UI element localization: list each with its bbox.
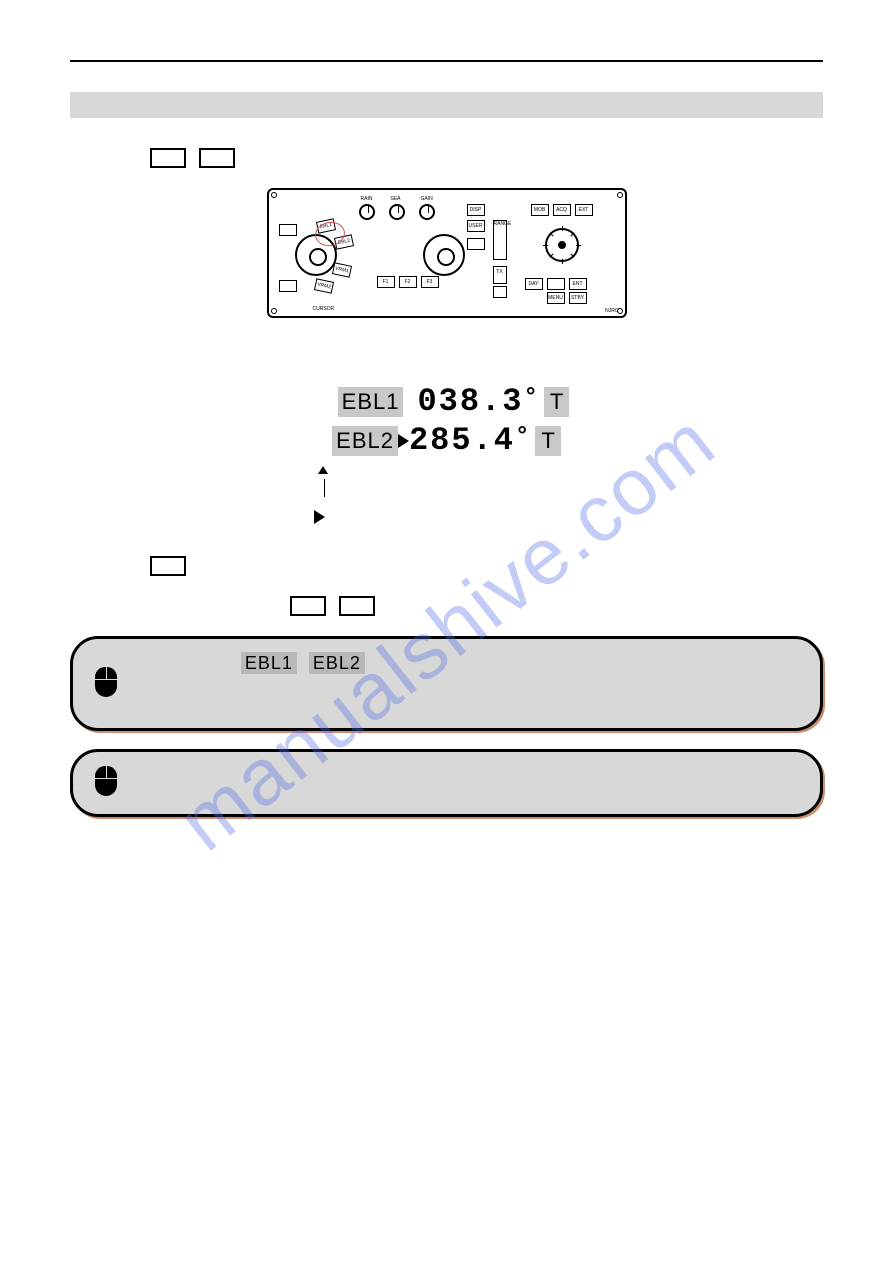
callout-ebl1-label: EBL1: [241, 652, 297, 674]
callout-box-2: [70, 749, 823, 817]
control-panel-figure: RAIN SEA GAIN EBL1 EBL2 VRM1 VRM2 F1 F2 …: [70, 188, 823, 323]
ebl1-label: EBL1: [338, 387, 404, 417]
f2-button[interactable]: F2: [399, 276, 417, 288]
user-button[interactable]: USER: [467, 220, 485, 232]
callout-1-text: EBL1 EBL2: [143, 653, 800, 710]
f3-button[interactable]: F3: [421, 276, 439, 288]
disp-button[interactable]: DISP: [467, 204, 485, 216]
vrm-knob[interactable]: [423, 234, 465, 276]
ebl-readout: EBL1 038.3° T EBL2 285.4° T: [70, 383, 823, 526]
marker-legend: [314, 508, 823, 526]
section-heading-bar: [70, 92, 823, 118]
key-row-2: [70, 556, 823, 576]
tx-button[interactable]: TX: [493, 266, 507, 284]
stby-button[interactable]: STBY: [569, 292, 587, 304]
ebl-line-2: EBL2 285.4° T: [70, 422, 823, 459]
callout-2-text: [143, 766, 800, 796]
marker-triangle-icon: [398, 434, 409, 448]
mouse-icon: [95, 766, 119, 800]
ebl-line-1: EBL1 038.3° T: [70, 383, 823, 420]
ebl2-unit: T: [535, 426, 560, 456]
gain-knob[interactable]: [419, 204, 435, 220]
arrow-annotation: [318, 461, 823, 502]
vrm1-button[interactable]: VRM1: [331, 262, 351, 277]
screw-icon: [617, 192, 623, 198]
brand-label: NJRC: [605, 308, 618, 314]
ebl2-value: 285.4°: [409, 422, 531, 459]
key-row-3: [70, 596, 823, 616]
panel-button[interactable]: [493, 286, 507, 298]
marker-triangle-icon: [314, 510, 325, 524]
callout-ebl2-label: EBL2: [309, 652, 365, 674]
cursor-label: CURSOR: [313, 306, 335, 312]
dial-label: RAIN: [361, 196, 373, 202]
ent-button[interactable]: ENT: [569, 278, 587, 290]
panel-button[interactable]: [279, 224, 297, 236]
key-blank-2[interactable]: [199, 148, 235, 168]
top-rule: [70, 60, 823, 62]
key-row-1: [70, 148, 823, 168]
acq-button[interactable]: ACQ: [553, 204, 571, 216]
range-button[interactable]: RANGE: [493, 220, 507, 260]
vrm2-button[interactable]: VRM2: [313, 278, 333, 293]
key-blank-5[interactable]: [339, 596, 375, 616]
mob-button[interactable]: MOB: [531, 204, 549, 216]
arrow-stem: [324, 479, 325, 497]
control-panel: RAIN SEA GAIN EBL1 EBL2 VRM1 VRM2 F1 F2 …: [267, 188, 627, 318]
joystick[interactable]: [545, 228, 579, 262]
rain-knob[interactable]: [359, 204, 375, 220]
key-blank-1[interactable]: [150, 148, 186, 168]
mouse-icon: [95, 667, 119, 701]
key-blank-3[interactable]: [150, 556, 186, 576]
ext-button[interactable]: EXT: [575, 204, 593, 216]
ebl2-label: EBL2: [332, 426, 398, 456]
dial-label: SEA: [391, 196, 401, 202]
sea-knob[interactable]: [389, 204, 405, 220]
f1-button[interactable]: F1: [377, 276, 395, 288]
day-button[interactable]: DAY: [525, 278, 543, 290]
ebl1-unit: T: [544, 387, 569, 417]
arrow-up-icon: [318, 466, 328, 474]
menu-button[interactable]: MENU: [547, 292, 565, 304]
panel-button[interactable]: [547, 278, 565, 290]
manual-page: manualshive.com RAIN SEA GAIN EBL1 EBL2: [0, 0, 893, 1263]
panel-button[interactable]: [467, 238, 485, 250]
callout-box-1: EBL1 EBL2: [70, 636, 823, 731]
dial-label: GAIN: [421, 196, 433, 202]
screw-icon: [271, 192, 277, 198]
key-blank-4[interactable]: [290, 596, 326, 616]
screw-icon: [271, 308, 277, 314]
ebl1-value: 038.3°: [417, 383, 539, 420]
panel-button[interactable]: [279, 280, 297, 292]
